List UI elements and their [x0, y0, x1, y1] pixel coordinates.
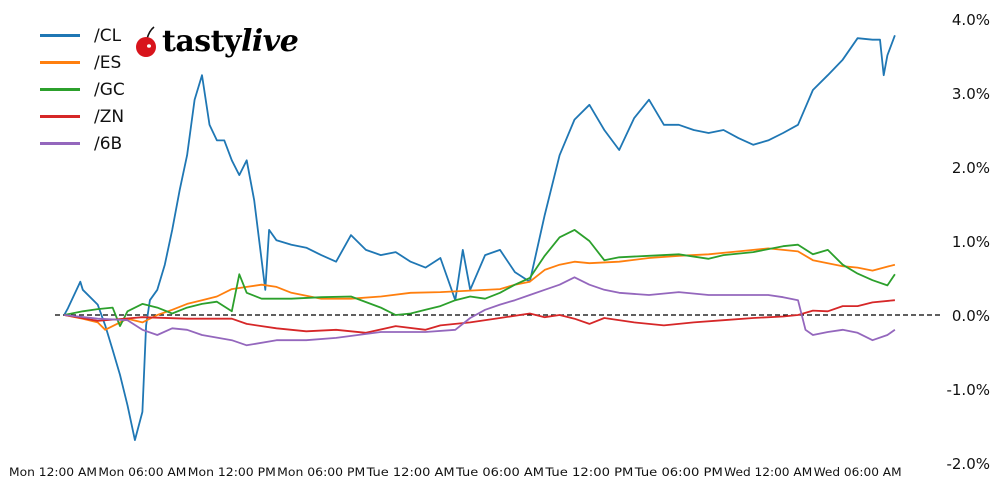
legend-swatch [40, 115, 80, 118]
logo-text: tastylive [162, 24, 299, 59]
y-tick-label: 1.0% [952, 233, 990, 251]
cherry-icon [136, 25, 156, 57]
legend: /CL/ES/GC/ZN/6B [40, 22, 125, 157]
x-tick-label: Mon 06:00 PM [277, 465, 365, 479]
y-tick-label: 0.0% [952, 307, 990, 325]
x-axis: Mon 12:00 AM Mon 06:00 AM Mon 12:00 PM Mon … [9, 465, 902, 479]
legend-item: /ES [40, 49, 125, 76]
legend-label: /GC [94, 79, 125, 100]
y-tick-label: 2.0% [952, 159, 990, 177]
series-line-6b [64, 276, 896, 347]
y-tick-label: 4.0% [952, 11, 990, 29]
series-layer [63, 34, 896, 441]
series-line-cl [63, 34, 896, 441]
legend-label: /6B [94, 133, 123, 154]
legend-label: /CL [94, 25, 122, 46]
x-tick-label: Mon 06:00 AM [98, 465, 186, 479]
legend-item: /GC [40, 76, 125, 103]
y-tick-label: 3.0% [952, 85, 990, 103]
legend-swatch [40, 34, 80, 37]
x-tick-label: Tue 06:00 AM [455, 465, 544, 479]
series-line-es [64, 247, 896, 331]
legend-item: /ZN [40, 103, 125, 130]
legend-swatch [40, 142, 80, 145]
x-tick-label: Mon 12:00 AM [9, 465, 97, 479]
x-tick-label: Wed 12:00 AM [724, 465, 812, 479]
tastylive-logo: tastylive [132, 24, 299, 59]
legend-label: /ES [94, 52, 122, 73]
series-line-zn [64, 299, 895, 334]
x-tick-label: Tue 12:00 AM [365, 465, 454, 479]
legend-swatch [40, 61, 80, 64]
legend-item: /6B [40, 130, 125, 157]
legend-label: /ZN [94, 106, 125, 127]
x-tick-label: Mon 12:00 PM [188, 465, 276, 479]
y-tick-label: -1.0% [946, 381, 990, 399]
series-line-gc [64, 229, 896, 327]
x-tick-label: Wed 06:00 AM [814, 465, 902, 479]
legend-swatch [40, 88, 80, 91]
y-axis: 4.0% 3.0% 2.0% 1.0% 0.0% -1.0% -2.0% [946, 11, 990, 473]
x-tick-label: Tue 06:00 PM [634, 465, 723, 479]
legend-item: /CL [40, 22, 125, 49]
y-tick-label: -2.0% [946, 455, 990, 473]
x-tick-label: Tue 12:00 PM [544, 465, 633, 479]
